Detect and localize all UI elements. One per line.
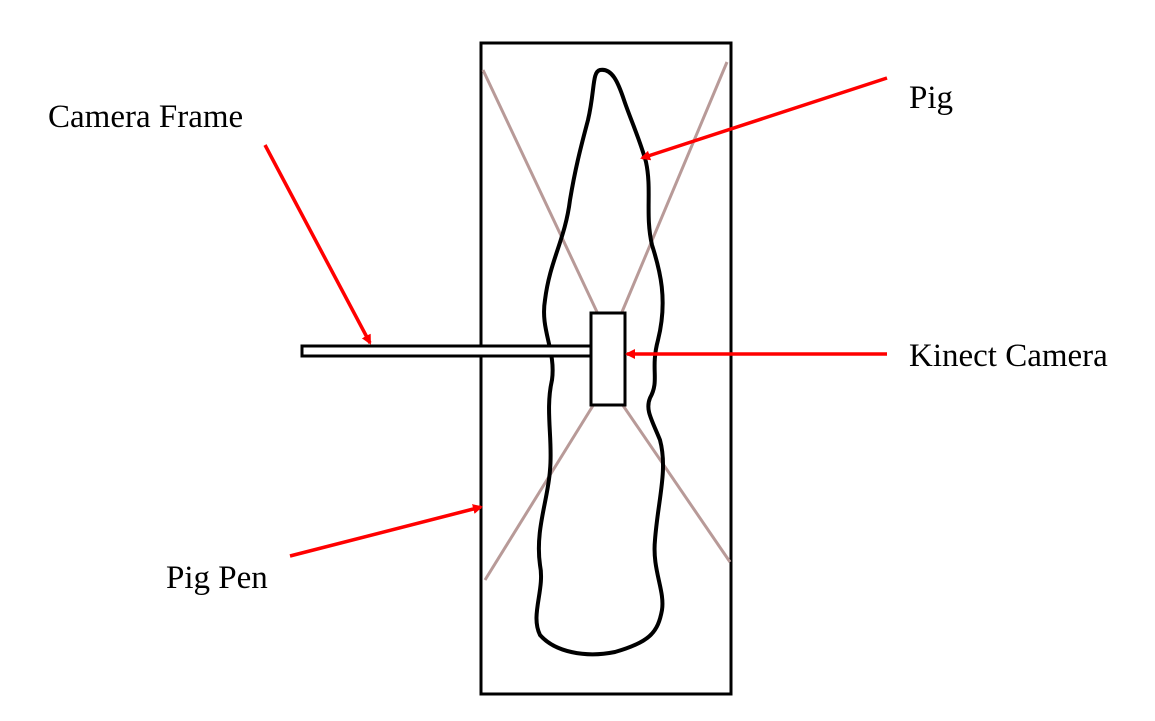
- fov-line-lower-right: [620, 403, 732, 563]
- kinect-camera-label: Kinect Camera: [909, 338, 1108, 374]
- pig-pen-enclosure: [479, 41, 733, 696]
- camera-frame-bar: [300, 344, 594, 358]
- arrow-pig-pen: [289, 504, 483, 558]
- pig-outline: [534, 67, 666, 657]
- arrow-pig: [640, 76, 888, 161]
- fov-line-lower-left: [483, 403, 596, 581]
- fov-line-upper-right: [620, 61, 729, 313]
- camera-frame-label: Camera Frame: [48, 99, 244, 135]
- fov-line-upper-left: [481, 69, 599, 313]
- pig-pen-label: Pig Pen: [166, 560, 268, 596]
- pig-label: Pig: [909, 80, 954, 116]
- camera-field-of-view: [481, 61, 732, 581]
- arrow-camera-frame: [263, 144, 372, 345]
- kinect-camera-box: [589, 311, 627, 407]
